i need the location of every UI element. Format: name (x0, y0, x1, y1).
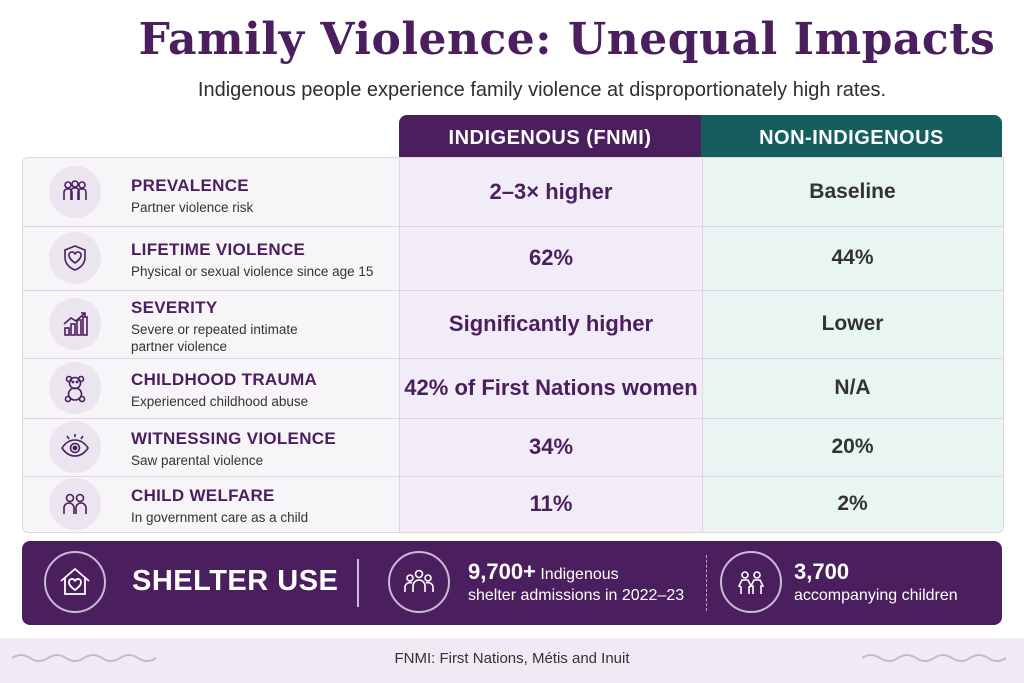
stat-description: accompanying children (794, 587, 958, 604)
shelter-admissions-stat: 9,700+ Indigenous shelter admissions in … (468, 559, 684, 605)
stat-value: 9,700+ (468, 559, 536, 584)
page-subtitle: Indigenous people experience family viol… (197, 79, 887, 101)
two-people-icon (49, 478, 101, 530)
row-heading: CHILDHOOD TRAUMA (131, 370, 318, 389)
indigenous-value: 2–3× higher (489, 179, 613, 204)
indigenous-value: 34% (528, 434, 574, 459)
stat-label: Indigenous (540, 566, 619, 583)
column-header-indigenous: INDIGENOUS (FNMI) (399, 115, 701, 161)
table-body: PREVALENCE Partner violence risk 2–3× hi… (22, 157, 1004, 533)
row-subtext: Experienced childhood abuse (131, 394, 309, 409)
comparison-table: INDIGENOUS (FNMI) NON-INDIGENOUS PREVALE… (22, 115, 1004, 533)
stat-description: shelter admissions in 2022–23 (468, 587, 685, 604)
footer: FNMI: First Nations, Métis and Inuit (0, 638, 1024, 683)
non-indigenous-value: Lower (821, 312, 884, 335)
table-row: WITNESSING VIOLENCE Saw parental violenc… (23, 418, 1003, 477)
divider (357, 559, 359, 607)
table-row: CHILDHOOD TRAUMA Experienced childhood a… (23, 358, 1003, 419)
row-heading: CHILD WELFARE (131, 486, 275, 505)
table-row: PREVALENCE Partner violence risk 2–3× hi… (23, 158, 1003, 227)
row-heading: PREVALENCE (131, 176, 249, 195)
table-row: LIFETIME VIOLENCE Physical or sexual vio… (23, 226, 1003, 291)
indigenous-value: Significantly higher (448, 311, 654, 336)
row-heading: SEVERITY (131, 298, 218, 317)
non-indigenous-value: 2% (837, 492, 868, 515)
house-heart-icon (44, 551, 106, 613)
indigenous-value: 62% (528, 245, 574, 270)
wave-decoration (862, 654, 1007, 662)
non-indigenous-value: Baseline (809, 180, 896, 203)
table-row: SEVERITY Severe or repeated intimate par… (23, 290, 1003, 359)
non-indigenous-value: N/A (834, 376, 871, 399)
dashed-divider (706, 555, 707, 611)
row-subtext: Partner violence risk (131, 200, 254, 215)
shelter-title: SHELTER USE (132, 565, 339, 597)
footnote: FNMI: First Nations, Métis and Inuit (394, 650, 630, 667)
eye-icon (49, 421, 101, 473)
row-subtext: Saw parental violence (131, 453, 264, 468)
teddy-bear-icon (49, 362, 101, 414)
non-indigenous-value: 44% (831, 246, 874, 269)
row-subtext: In government care as a child (131, 510, 309, 525)
column-header-non-indigenous: NON-INDIGENOUS (701, 115, 1002, 161)
accompanying-children-stat: 3,700 accompanying children (794, 559, 958, 605)
row-heading: WITNESSING VIOLENCE (131, 429, 336, 448)
non-indigenous-value: 20% (831, 435, 874, 458)
row-heading: LIFETIME VIOLENCE (131, 240, 306, 259)
shield-heart-icon (49, 232, 101, 284)
children-icon (720, 551, 782, 613)
family-group-icon (388, 551, 450, 613)
row-subtext: Physical or sexual violence since age 15 (131, 264, 374, 279)
table-row: CHILD WELFARE In government care as a ch… (23, 476, 1003, 532)
people-group-icon (49, 166, 101, 218)
bar-chart-up-icon (49, 298, 101, 350)
page-title: Family Violence: Unequal Impacts (138, 14, 996, 65)
row-subtext: Severe or repeated intimate partner viol… (131, 322, 298, 354)
indigenous-value: 11% (529, 491, 573, 516)
stat-value: 3,700 (794, 559, 850, 584)
wave-decoration (12, 654, 157, 662)
shelter-use-banner: SHELTER USE 9,700+ Indigenous shelter ad… (22, 541, 1002, 625)
indigenous-value: 42% of First Nations women (404, 375, 698, 400)
